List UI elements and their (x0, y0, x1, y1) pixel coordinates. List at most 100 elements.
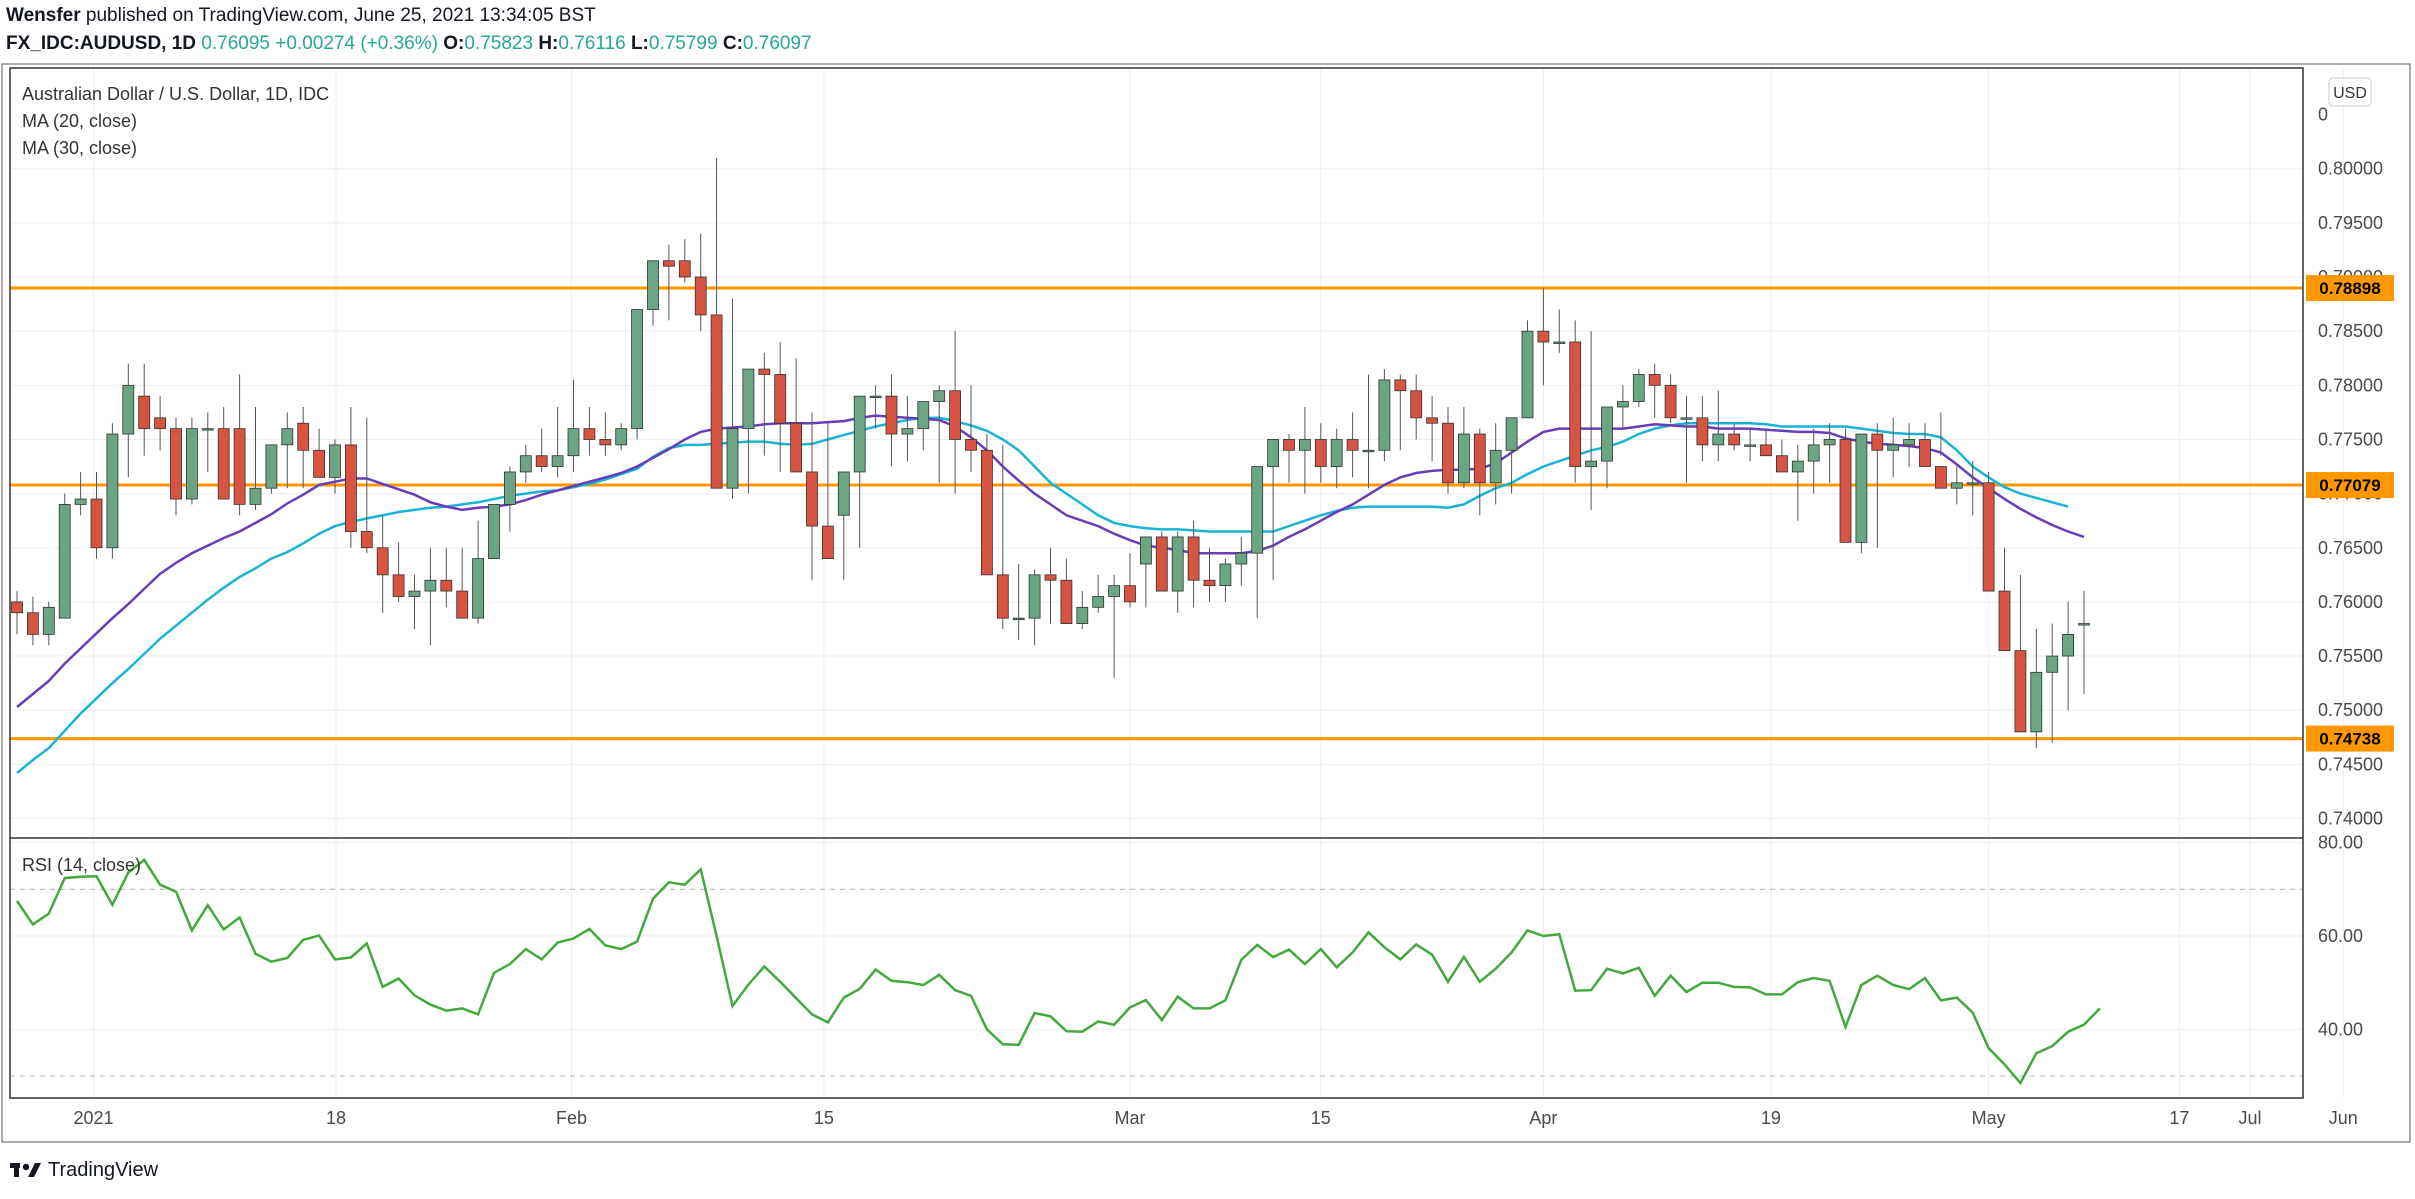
candle-body (74, 498, 87, 505)
x-tick-label: Feb (556, 1108, 587, 1128)
price-tick-label: 0.76500 (2318, 538, 2383, 558)
published-text: published on TradingView.com, June 25, 2… (80, 5, 596, 26)
candle-body (1839, 439, 1852, 543)
candle (1601, 406, 1613, 489)
candle-body (1537, 330, 1550, 343)
candle-body (1155, 536, 1168, 592)
price-tick-label: 0.78000 (2318, 375, 2383, 395)
brand-name[interactable]: TradingView (48, 1158, 159, 1181)
candle-body (217, 428, 230, 500)
candle (106, 423, 119, 559)
candle (631, 309, 643, 440)
candle-body (647, 260, 659, 310)
candle (694, 233, 707, 332)
candle-body (1664, 384, 1677, 419)
candle (58, 493, 71, 619)
candle-body (1935, 466, 1947, 489)
candle (1426, 396, 1438, 462)
candle (1712, 390, 1725, 462)
candle-body (1712, 433, 1725, 446)
outer-border (1, 63, 2411, 1143)
candle (1887, 417, 1900, 478)
footer: TradingView (10, 1150, 158, 1190)
candle (313, 428, 326, 478)
candle-body (185, 428, 198, 500)
currency-badge[interactable]: USD (2328, 77, 2372, 107)
candle-body (233, 428, 246, 505)
candle (170, 417, 182, 516)
candle-body (710, 314, 723, 489)
candle-body (1076, 606, 1089, 624)
candle (1203, 547, 1216, 602)
candle (329, 439, 341, 494)
low-value: 0.75799 (648, 33, 718, 54)
candle-body (344, 444, 357, 532)
candle (1744, 428, 1756, 462)
rsi-tick-label: 80.00 (2318, 833, 2363, 853)
candle (11, 591, 23, 635)
candle (1044, 547, 1057, 624)
ohlc-line: FX_IDC:AUDUSD, 1D 0.76095 +0.00274 (+0.3… (6, 30, 2406, 58)
candle-body (1028, 574, 1041, 619)
candle-body (424, 579, 437, 592)
candle-body (1585, 460, 1597, 467)
candle (663, 244, 675, 321)
candle-body (154, 417, 167, 430)
candle (185, 417, 198, 505)
candle-body (1458, 433, 1470, 484)
candle (1124, 553, 1136, 608)
candle-body (1807, 444, 1820, 462)
candle-body (42, 606, 55, 635)
candle-body (1219, 563, 1232, 587)
publisher-name[interactable]: Wensfer (6, 5, 81, 26)
candle-body (535, 455, 548, 467)
candle (1410, 374, 1423, 440)
candle-body (631, 309, 643, 430)
price-tick-label: 0.74500 (2318, 754, 2383, 774)
candle (392, 542, 405, 602)
x-tick-label: 15 (1311, 1108, 1331, 1128)
candle (2062, 601, 2075, 711)
candle-body (170, 428, 182, 500)
candle-body (1553, 341, 1566, 344)
currency-label: USD (2333, 85, 2367, 102)
candle (138, 363, 151, 456)
candle-body (1283, 439, 1295, 451)
candle (1251, 466, 1264, 619)
rsi-line (15, 858, 2101, 1086)
candles (11, 157, 2090, 749)
candle (424, 547, 437, 646)
candle-body (201, 428, 214, 431)
x-tick-label: 18 (326, 1108, 346, 1128)
candle (1871, 423, 1884, 548)
candle (233, 374, 246, 516)
candle-body (519, 455, 532, 473)
candle (90, 471, 103, 559)
candle-body (329, 444, 341, 478)
candle-body (583, 428, 596, 440)
candle (822, 423, 834, 559)
candle (1362, 374, 1375, 489)
candle (2030, 628, 2043, 749)
candle-body (1124, 585, 1136, 603)
candle (2014, 574, 2027, 733)
candle-body (742, 368, 755, 430)
candle (503, 466, 516, 532)
candle-body (1855, 433, 1868, 543)
candle-body (1887, 444, 1900, 451)
x-tick-label: Apr (1529, 1108, 1557, 1128)
ma30-line (16, 416, 2069, 774)
candle-body (1092, 596, 1105, 608)
candle (488, 504, 500, 559)
candle (1903, 423, 1915, 467)
candle-body (1346, 439, 1359, 451)
tradingview-logo-icon (10, 1163, 41, 1177)
candle (1394, 374, 1407, 451)
publish-line: Wensfer published on TradingView.com, Ju… (6, 2, 2406, 30)
candle (742, 368, 755, 494)
candle (678, 239, 691, 283)
candle-body (1235, 552, 1248, 565)
candle-body (1505, 417, 1518, 451)
candle (1140, 536, 1152, 608)
